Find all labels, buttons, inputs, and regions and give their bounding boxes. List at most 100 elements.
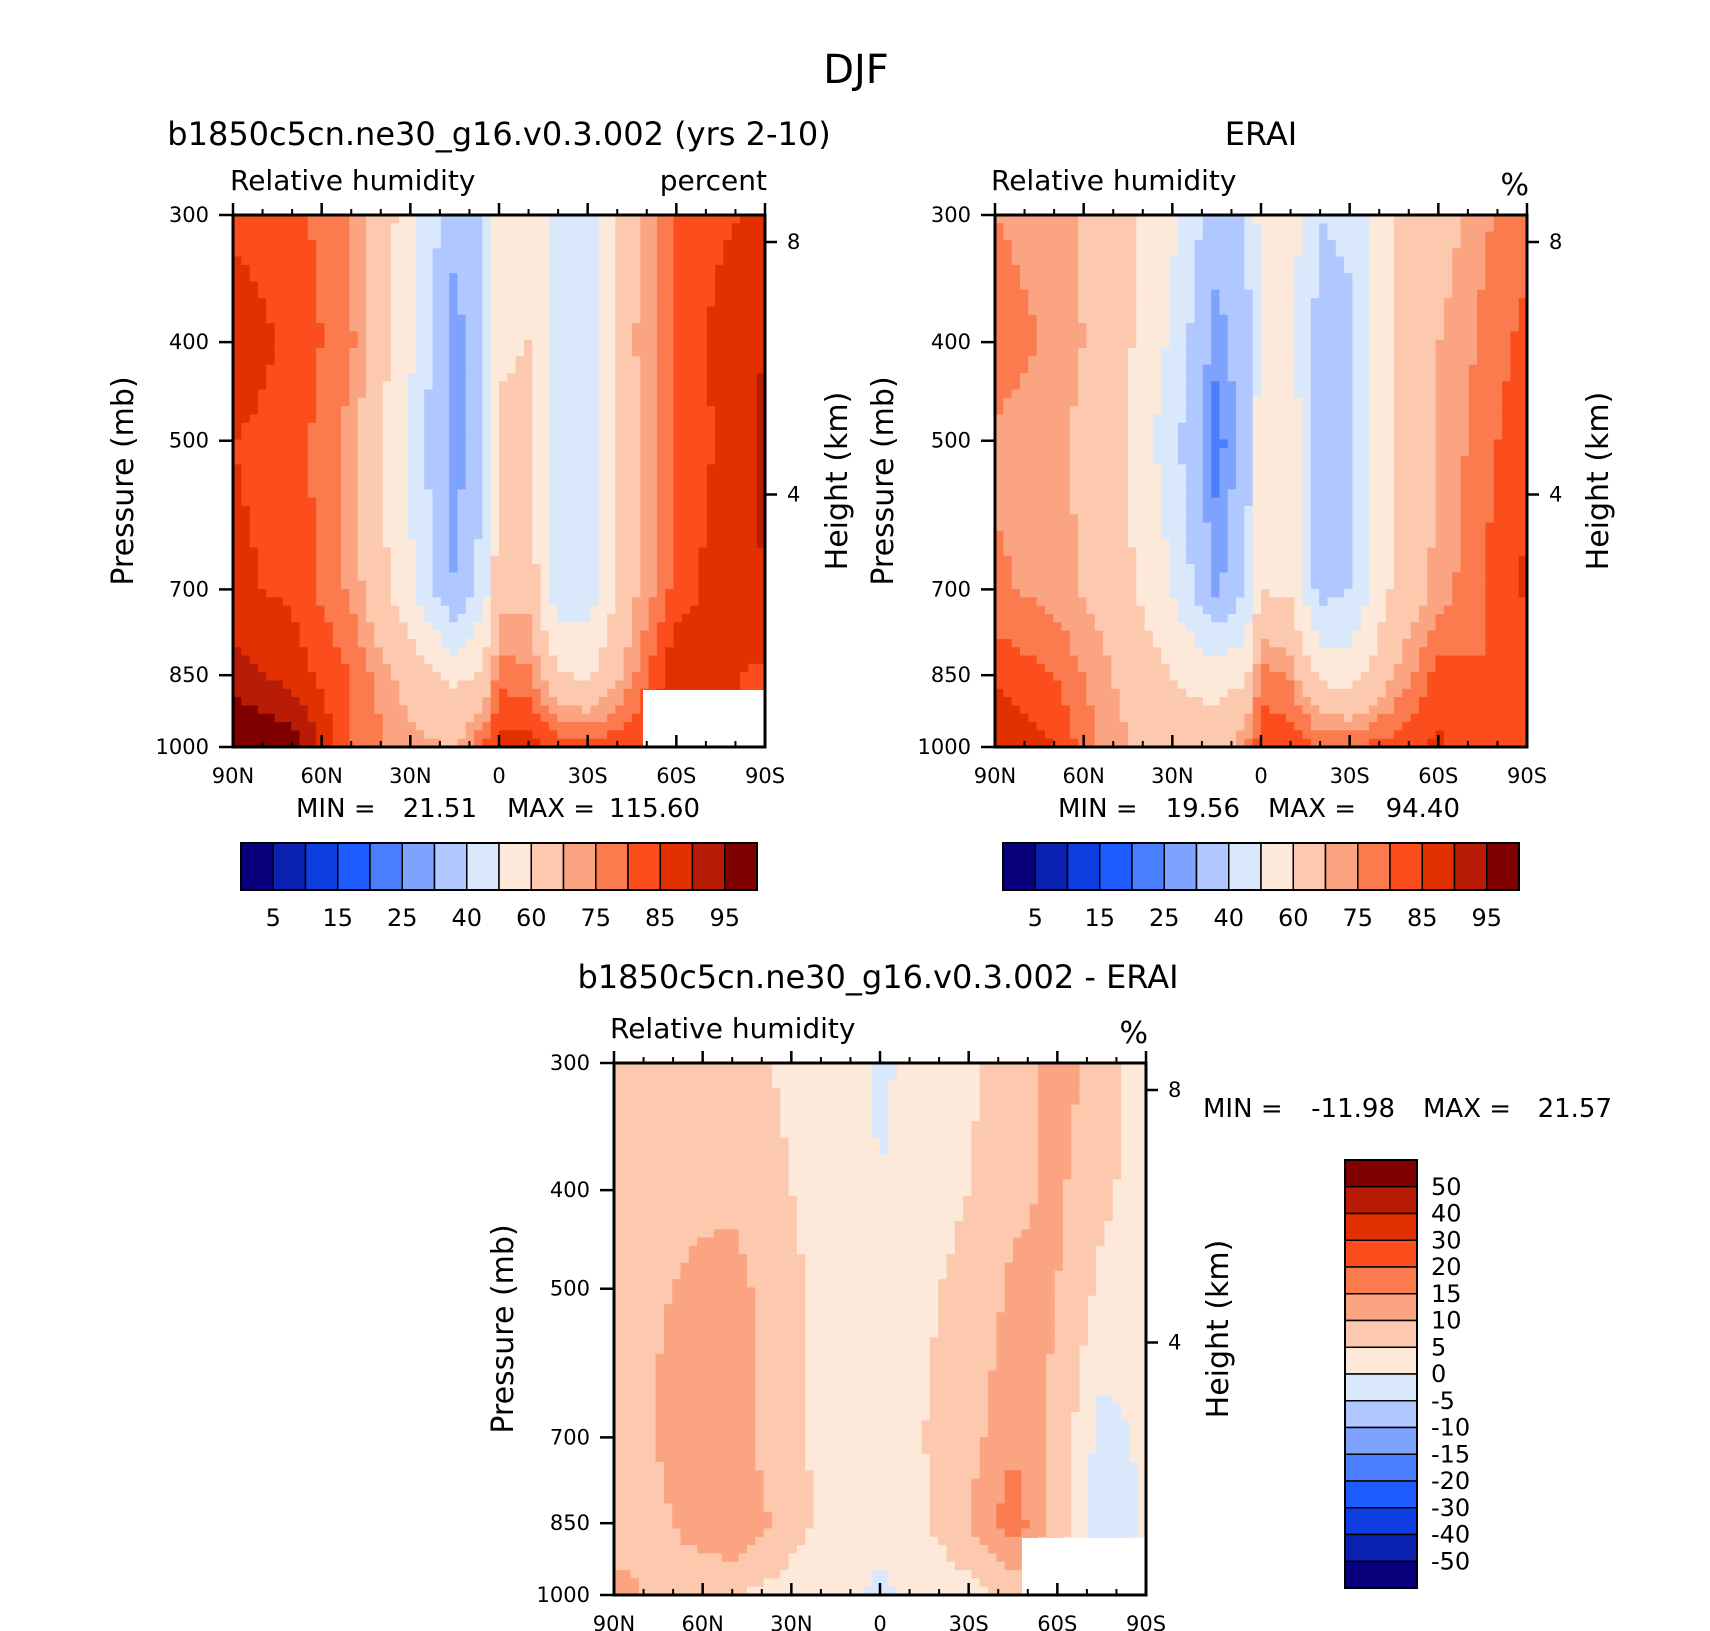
heat-cell <box>532 505 542 515</box>
heat-cell <box>499 705 508 715</box>
heat-cell <box>233 414 242 424</box>
heat-cell <box>582 505 592 515</box>
heat-cell <box>656 622 666 632</box>
heat-cell <box>482 697 492 707</box>
heat-cell <box>1269 248 1279 258</box>
heat-cell <box>632 256 641 266</box>
heat-cell <box>424 622 434 632</box>
heat-cell <box>723 505 733 515</box>
heat-cell <box>1161 306 1171 316</box>
heat-cell <box>648 655 658 665</box>
heat-cell <box>241 713 251 723</box>
heat-cell <box>598 223 608 233</box>
heat-cell <box>731 397 741 407</box>
heat-cell <box>449 505 459 515</box>
heat-cell <box>1369 306 1378 316</box>
heat-cell <box>457 331 467 341</box>
heat-cell <box>424 539 434 549</box>
heat-cell <box>640 389 650 399</box>
heat-cell <box>291 555 301 565</box>
heat-cell <box>706 605 716 615</box>
heat-cell <box>648 273 658 283</box>
heat-cell <box>573 530 583 540</box>
heat-cell <box>474 389 483 399</box>
heat-cell <box>399 231 409 241</box>
heat-cell <box>249 339 259 349</box>
heat-cell <box>474 663 483 673</box>
heat-cell <box>465 713 475 723</box>
heat-cell <box>366 397 375 407</box>
heat-cell <box>632 364 641 374</box>
heat-cell <box>723 289 733 299</box>
heat-cell <box>748 580 758 590</box>
heat-cell <box>241 273 251 283</box>
heat-cell <box>324 555 334 565</box>
heat-cell <box>540 339 550 349</box>
heat-cell <box>1003 223 1013 233</box>
heat-cell <box>241 381 251 391</box>
heat-cell <box>1261 239 1270 249</box>
heat-cell <box>623 298 633 308</box>
heat-cell <box>382 605 392 615</box>
heat-cell <box>1053 281 1063 291</box>
heat-cell <box>598 713 608 723</box>
heat-cell <box>299 472 309 482</box>
heat-cell <box>274 522 284 532</box>
heat-cell <box>407 688 417 698</box>
heat-cell <box>415 331 425 341</box>
heat-cell <box>1128 215 1137 224</box>
heat-cell <box>557 730 567 740</box>
heat-cell <box>573 281 583 291</box>
heat-cell <box>690 414 700 424</box>
heat-cell <box>457 730 467 740</box>
heat-cell <box>440 464 450 474</box>
heat-cell <box>374 505 384 515</box>
heat-cell <box>1294 273 1304 283</box>
heat-cell <box>341 248 350 258</box>
heat-cell <box>573 414 583 424</box>
heat-cell <box>307 697 317 707</box>
heat-cell <box>382 223 392 233</box>
heat-cell <box>540 597 550 607</box>
heat-cell <box>1468 239 1478 249</box>
heat-cell <box>507 514 517 524</box>
heat-cell <box>474 331 483 341</box>
heat-cell <box>299 464 309 474</box>
heat-cell <box>507 663 517 673</box>
heat-cell <box>640 497 650 507</box>
heat-cell <box>1344 215 1354 224</box>
heat-cell <box>366 522 375 532</box>
heat-cell <box>1410 231 1420 241</box>
heat-cell <box>299 489 309 499</box>
heat-cell <box>399 738 409 747</box>
heat-cell <box>299 306 309 316</box>
heat-cell <box>565 397 575 407</box>
heat-cell <box>1285 289 1295 299</box>
heat-cell <box>548 730 558 740</box>
heat-cell <box>366 663 375 673</box>
heat-cell <box>590 655 600 665</box>
heat-cell <box>656 223 666 233</box>
heat-cell <box>1086 314 1096 324</box>
heat-cell <box>382 314 392 324</box>
heat-cell <box>573 239 583 249</box>
heat-cell <box>565 456 575 465</box>
heat-cell <box>681 614 691 623</box>
heat-cell <box>507 298 517 308</box>
heat-cell <box>665 298 675 308</box>
heat-cell <box>332 572 342 582</box>
heat-cell <box>1202 298 1212 308</box>
heat-cell <box>474 572 483 582</box>
heat-cell <box>341 505 350 515</box>
heat-cell <box>415 231 425 241</box>
heat-cell <box>548 738 558 747</box>
heat-cell <box>316 622 326 632</box>
heat-cell <box>640 248 650 258</box>
heat-cell <box>1261 223 1270 233</box>
heat-cell <box>341 281 350 291</box>
heat-cell <box>540 713 550 723</box>
heat-cell <box>740 431 749 441</box>
heat-cell <box>1319 215 1329 224</box>
heat-cell <box>390 489 400 499</box>
heat-cell <box>332 722 342 731</box>
